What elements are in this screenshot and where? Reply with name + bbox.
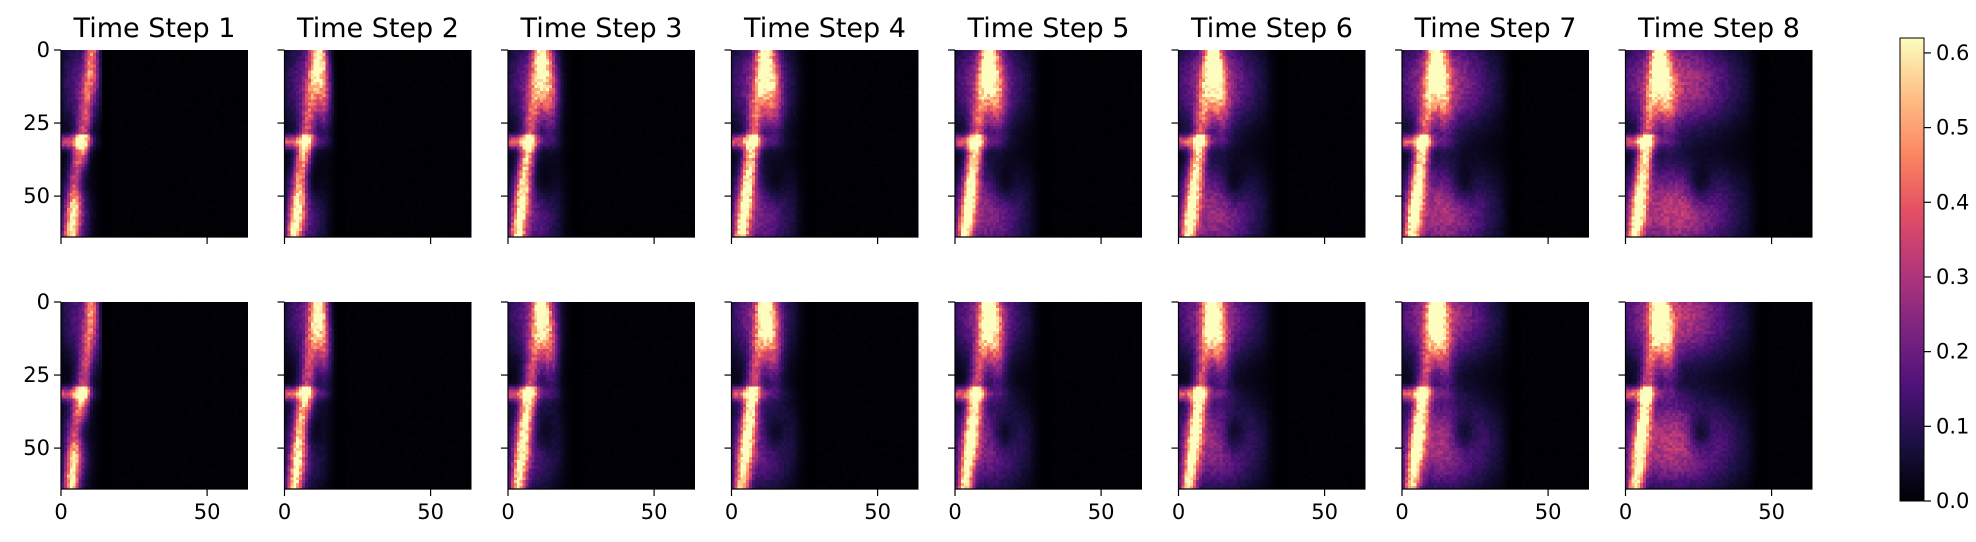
x-tick-label: 0: [725, 500, 738, 524]
heatmap-image: [1178, 302, 1366, 489]
heatmap-image: [1178, 50, 1366, 237]
panel-title: Time Step 3: [520, 13, 683, 44]
y-tick-label: 50: [23, 436, 50, 460]
y-tick-label: 0: [37, 290, 50, 314]
panel-title: Time Step 6: [1190, 13, 1353, 44]
panel-title: Time Step 4: [743, 13, 906, 44]
heatmap-image: [61, 50, 248, 237]
colorbar-gradient: [1899, 37, 1925, 502]
colorbar-tick-label: 0.3: [1936, 265, 1969, 289]
x-tick-label: 50: [864, 500, 891, 524]
heatmap-image: [508, 50, 695, 237]
colorbar-tick-label: 0.2: [1936, 340, 1969, 364]
panel-title: Time Step 7: [1414, 13, 1577, 44]
heatmap-image: [284, 302, 472, 489]
heatmap-image: [731, 50, 919, 237]
colorbar-tick-label: 0.6: [1936, 41, 1969, 65]
x-tick-label: 50: [1758, 500, 1785, 524]
x-tick-label: 0: [1619, 500, 1632, 524]
heatmap-image: [1625, 50, 1813, 237]
heatmap-image: [955, 302, 1142, 489]
x-tick-label: 0: [1172, 500, 1185, 524]
x-tick-label: 0: [501, 500, 514, 524]
heatmap-image: [731, 302, 919, 489]
colorbar-tick-label: 0.4: [1936, 190, 1969, 214]
y-tick-label: 50: [23, 184, 50, 208]
y-tick-label: 0: [37, 38, 50, 62]
colorbar-tick-label: 0.5: [1936, 116, 1969, 140]
colorbar-tick-label: 0.1: [1936, 414, 1969, 438]
heatmap-image: [1402, 50, 1589, 237]
x-tick-label: 0: [54, 500, 67, 524]
panel-title: Time Step 2: [296, 13, 459, 44]
heatmap-image: [1402, 302, 1589, 489]
x-tick-label: 50: [194, 500, 221, 524]
x-tick-label: 50: [1088, 500, 1115, 524]
y-tick-label: 25: [23, 363, 50, 387]
heatmap-panels: 0 25 50 Time Step 1 Time Step 2 Time Step 3 Ti…: [23, 13, 1813, 524]
colorbar: 0.0 0.1 0.2 0.3 0.4 0.5 0.6: [1899, 37, 1969, 513]
x-tick-label: 50: [1311, 500, 1338, 524]
x-tick-label: 0: [1395, 500, 1408, 524]
heatmap-image: [61, 302, 248, 489]
x-tick-label: 0: [278, 500, 291, 524]
x-tick-label: 50: [417, 500, 444, 524]
heatmap-image: [1625, 302, 1813, 489]
heatmap-image: [284, 50, 472, 237]
x-tick-label: 0: [948, 500, 961, 524]
x-tick-label: 50: [1535, 500, 1562, 524]
panel-title: Time Step 1: [73, 13, 236, 44]
panel-title: Time Step 5: [967, 13, 1130, 44]
x-tick-label: 50: [641, 500, 668, 524]
y-tick-label: 25: [23, 111, 50, 135]
panel-title: Time Step 8: [1637, 13, 1800, 44]
heatmap-image: [508, 302, 695, 489]
heatmap-image: [955, 50, 1142, 237]
colorbar-tick-label: 0.0: [1936, 489, 1969, 513]
